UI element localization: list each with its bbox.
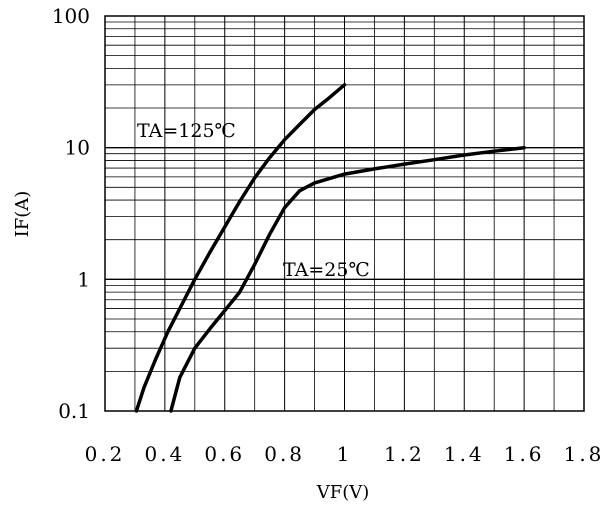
- series-line-25c: [169, 145, 526, 413]
- x-tick-label: 1.8: [564, 442, 605, 466]
- grid: [105, 16, 584, 411]
- x-tick-label: 1: [337, 442, 353, 466]
- y-tick-label: 1: [77, 267, 90, 291]
- x-tick-labels: 0.2 0.4 0.6 0.8 1 1.2 1.4 1.6 1.8: [85, 442, 605, 466]
- series-label-125c: TA=125℃: [137, 120, 236, 142]
- y-tick-label: 10: [65, 136, 90, 160]
- x-tick-label: 0.6: [204, 442, 245, 466]
- x-tick-label: 1.2: [384, 442, 425, 466]
- y-axis-title: IF(A): [12, 191, 33, 238]
- x-tick-label: 0.8: [264, 442, 305, 466]
- x-tick-label: 0.2: [85, 442, 126, 466]
- x-tick-label: 1.6: [504, 442, 545, 466]
- y-tick-label: 100: [52, 4, 90, 28]
- y-tick-labels: 0.1 1 10 100: [52, 4, 90, 423]
- series-group: [134, 83, 526, 413]
- x-tick-label: 0.4: [144, 442, 185, 466]
- series-line-125c: [134, 83, 347, 413]
- x-tick-label: 1.4: [444, 442, 485, 466]
- plot-area-frame: [104, 15, 585, 412]
- x-axis-title: VF(V): [316, 482, 370, 503]
- y-tick-label: 0.1: [58, 399, 90, 423]
- series-label-25c: TA=25℃: [283, 259, 370, 281]
